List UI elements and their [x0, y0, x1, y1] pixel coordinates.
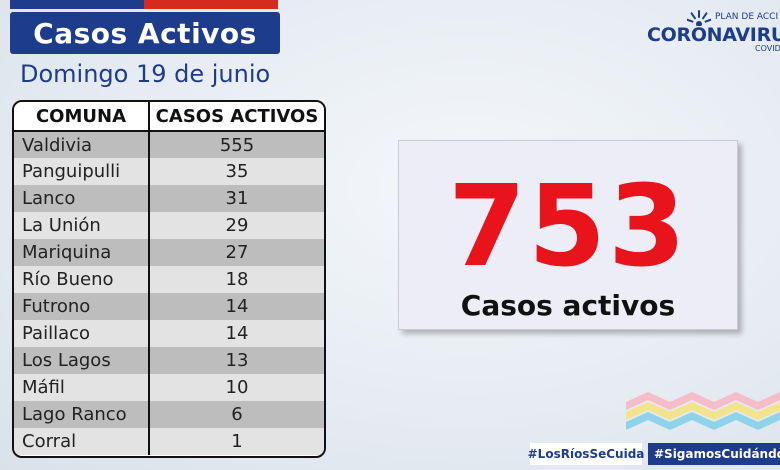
flag-stripe-blue: [10, 0, 144, 9]
casos-cell: 35: [149, 158, 324, 185]
casos-cell: 555: [149, 131, 324, 158]
casos-cell: 31: [149, 185, 324, 212]
column-header-casos: CASOS ACTIVOS: [149, 102, 324, 132]
comuna-cell: Lanco: [14, 185, 150, 212]
logo-sub-text: COVID: [755, 44, 780, 53]
comuna-cell: Río Bueno: [14, 266, 150, 293]
table-row: Valdivia 555: [14, 131, 324, 158]
table-row: Los Lagos 13: [14, 347, 324, 374]
casos-cell: 14: [149, 320, 324, 347]
casos-cell: 6: [149, 401, 324, 428]
table-row: Río Bueno 18: [14, 266, 324, 293]
comuna-cell: Mariquina: [14, 239, 150, 266]
casos-cell: 1: [149, 428, 324, 455]
comuna-cell: Panguipulli: [14, 158, 150, 185]
wave-decoration-icon: [626, 392, 780, 430]
comuna-cell: Futrono: [14, 293, 150, 320]
table-row: Panguipulli 35: [14, 158, 324, 185]
table-row: Lanco 31: [14, 185, 324, 212]
table-row: Lago Ranco 6: [14, 401, 324, 428]
cases-table: COMUNA CASOS ACTIVOS Valdivia 555 Pangui…: [12, 100, 326, 458]
sunburst-icon: [687, 10, 711, 26]
date-label: Domingo 19 de junio: [20, 60, 271, 88]
logo-top-text: PLAN DE ACCI: [715, 12, 779, 22]
table-header-row: COMUNA CASOS ACTIVOS: [14, 102, 324, 132]
comuna-cell: Lago Ranco: [14, 401, 150, 428]
logo-main-text: CORONAVIRU: [647, 24, 780, 46]
table-row: Paillaco 14: [14, 320, 324, 347]
comuna-cell: Máfil: [14, 374, 150, 401]
casos-cell: 14: [149, 293, 324, 320]
table-row: Futrono 14: [14, 293, 324, 320]
casos-cell: 18: [149, 266, 324, 293]
hashtag-sigamos: #SigamosCuidándonos: [648, 443, 780, 465]
comuna-cell: Corral: [14, 428, 150, 455]
table-row: Máfil 10: [14, 374, 324, 401]
table-row: Corral 1: [14, 428, 324, 455]
table-row: Mariquina 27: [14, 239, 324, 266]
hashtag-los-rios: #LosRíosSeCuida: [528, 443, 644, 465]
casos-cell: 27: [149, 239, 324, 266]
comuna-cell: Los Lagos: [14, 347, 150, 374]
title-banner: Casos Activos: [10, 12, 280, 54]
total-label: Casos activos: [460, 289, 676, 322]
flag-stripe: [10, 0, 278, 9]
page-title: Casos Activos: [33, 16, 257, 50]
coronavirus-logo: PLAN DE ACCI CORONAVIRU COVID: [645, 6, 780, 54]
comuna-cell: La Unión: [14, 212, 150, 239]
comuna-cell: Paillaco: [14, 320, 150, 347]
casos-cell: 29: [149, 212, 324, 239]
total-number: 753: [448, 162, 688, 292]
table-row: La Unión 29: [14, 212, 324, 239]
comuna-cell: Valdivia: [14, 131, 150, 158]
casos-cell: 13: [149, 347, 324, 374]
total-card: 753 Casos activos: [398, 140, 738, 330]
casos-cell: 10: [149, 374, 324, 401]
column-header-comuna: COMUNA: [14, 102, 150, 132]
flag-stripe-red: [144, 0, 278, 9]
